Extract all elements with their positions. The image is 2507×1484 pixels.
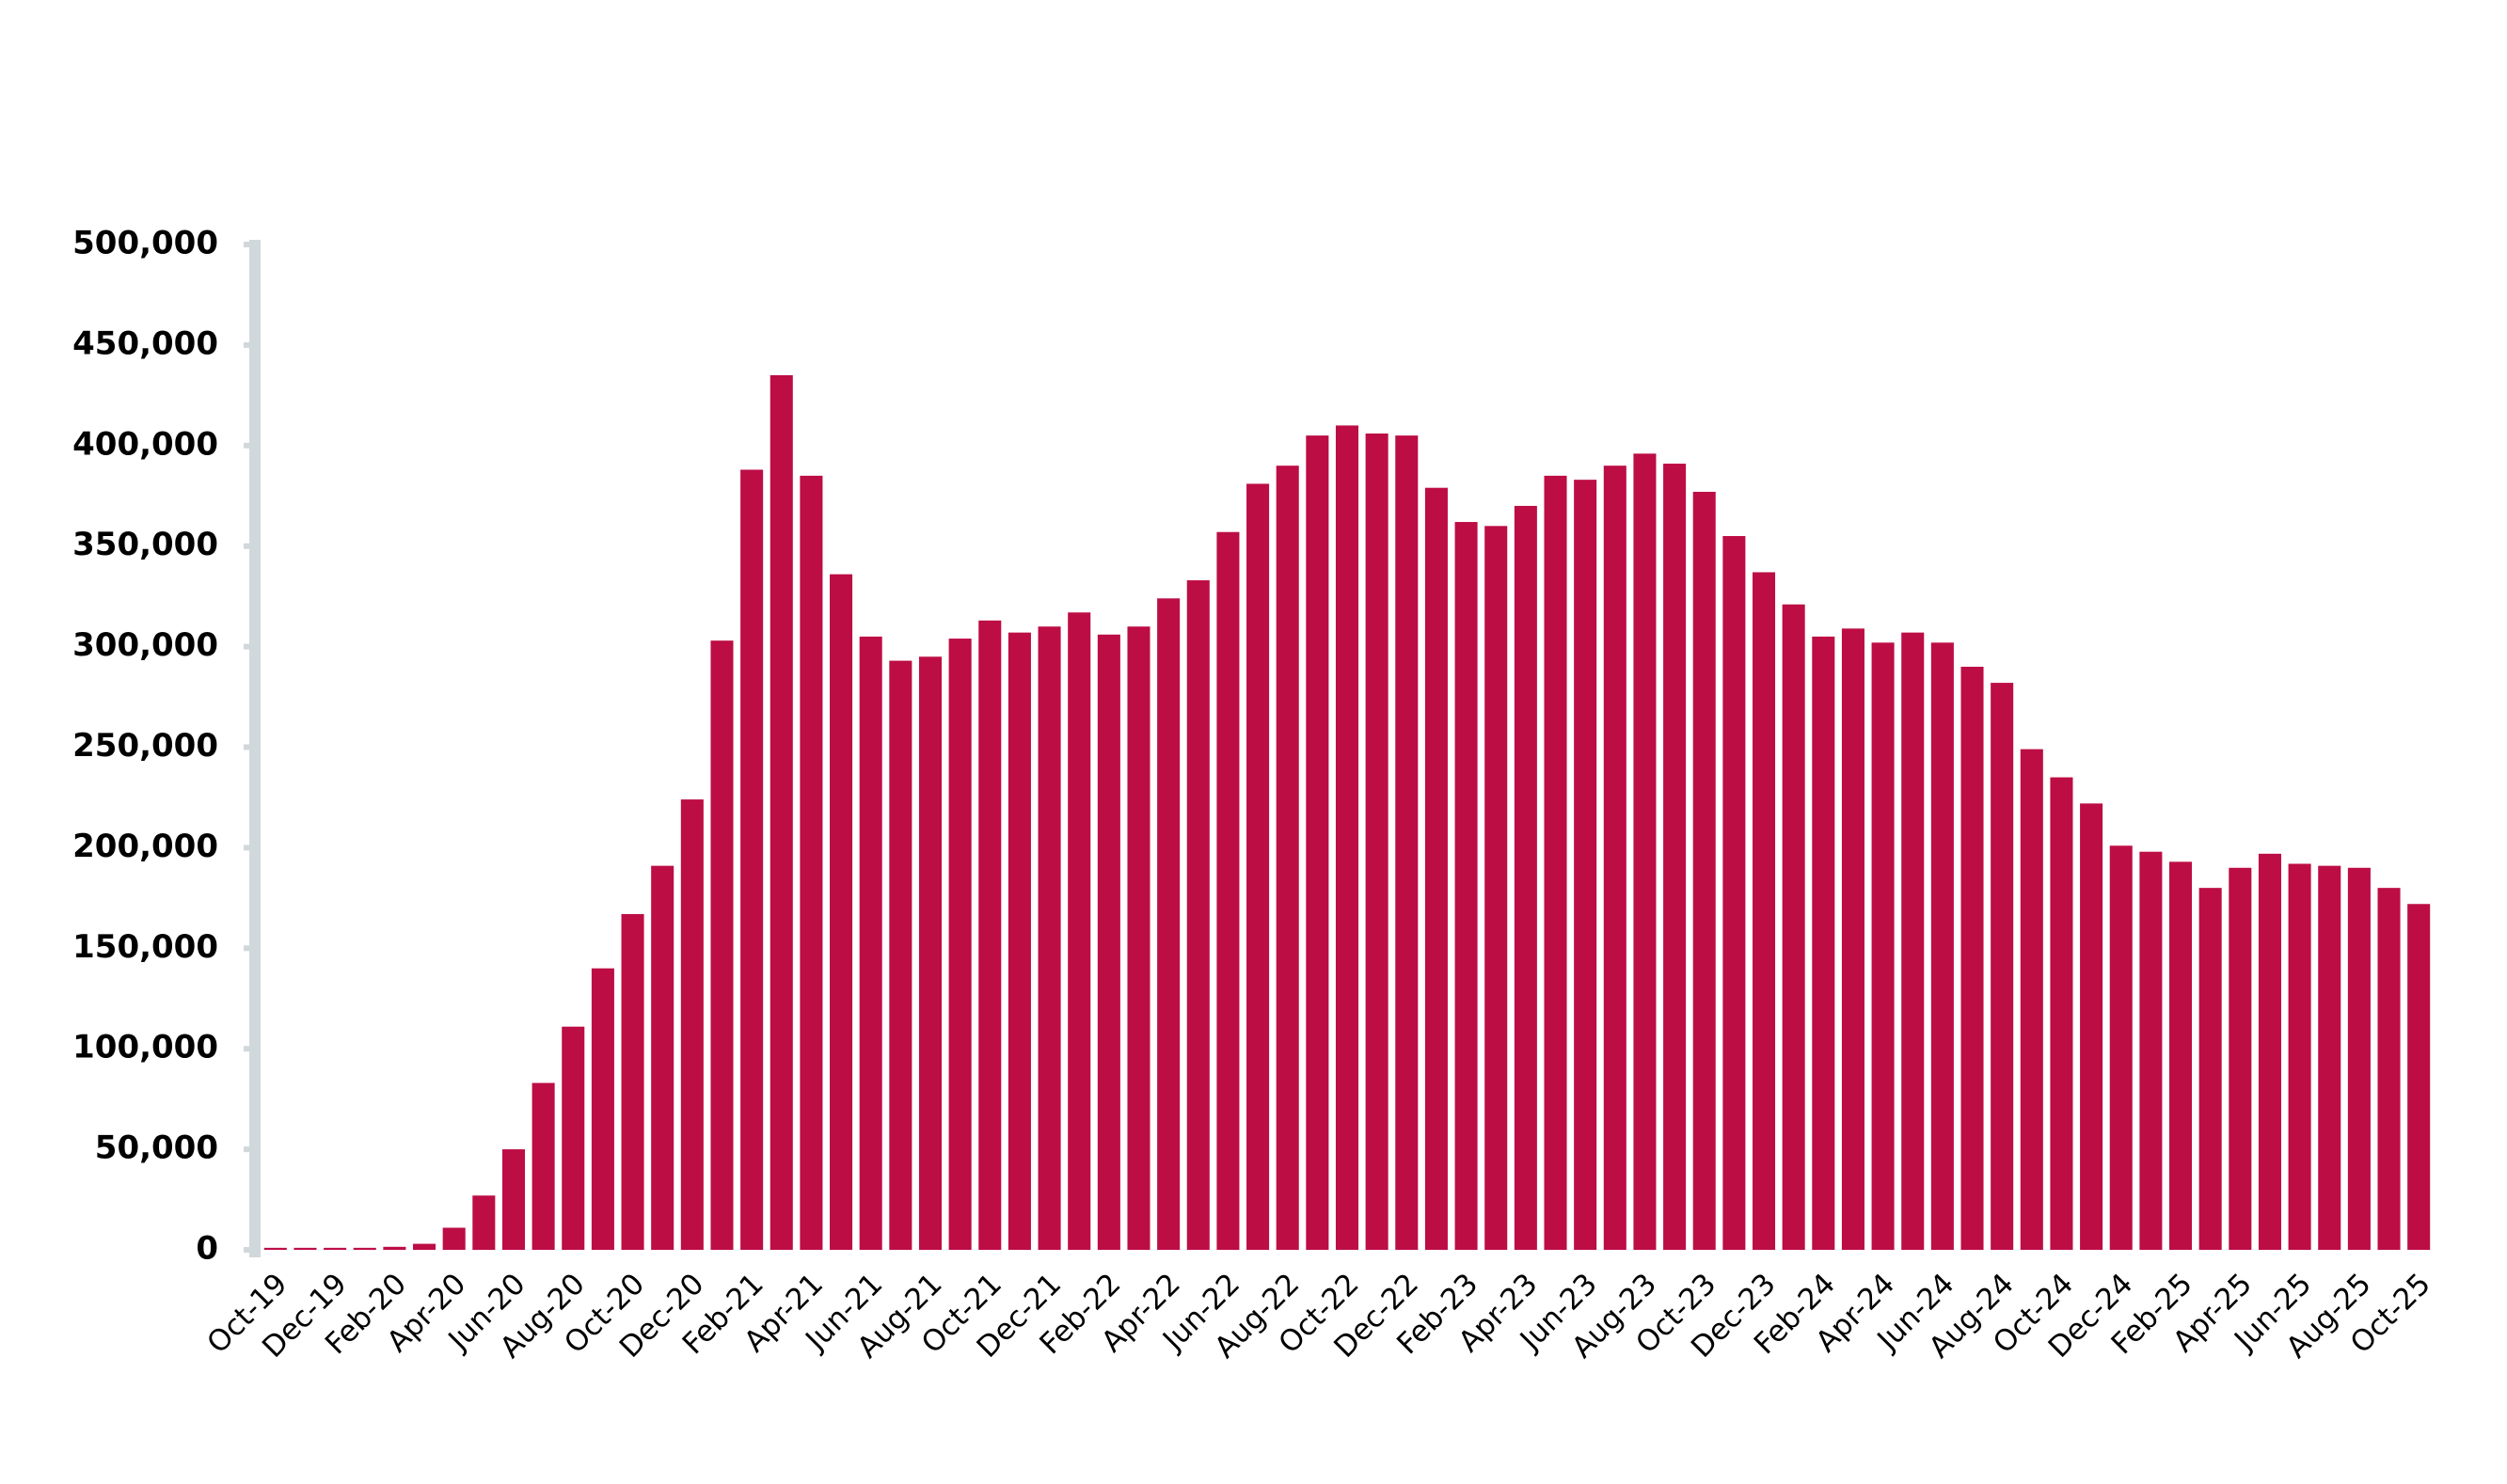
bar — [562, 1026, 585, 1250]
bar — [383, 1246, 406, 1250]
bar — [1544, 475, 1567, 1250]
bar — [2139, 851, 2163, 1250]
bar — [740, 469, 764, 1250]
bar — [2169, 861, 2193, 1250]
bar — [1186, 580, 1210, 1250]
y-tick-label: 400,000 — [72, 425, 218, 463]
bar — [2377, 888, 2401, 1250]
bar — [1157, 598, 1181, 1250]
bar — [621, 913, 644, 1250]
bar — [651, 865, 674, 1250]
bar — [978, 620, 1002, 1250]
bar — [2318, 865, 2341, 1250]
bar — [1276, 466, 1299, 1250]
bar — [1246, 483, 1270, 1250]
bar — [413, 1243, 436, 1250]
bar — [2020, 749, 2043, 1250]
bar — [2080, 803, 2103, 1250]
y-tick-label: 0 — [196, 1230, 218, 1268]
bar — [1008, 632, 1031, 1250]
y-tick-label: 300,000 — [72, 626, 218, 664]
bar — [1663, 464, 1687, 1250]
bar — [324, 1247, 347, 1250]
y-tick-label: 150,000 — [72, 928, 218, 966]
bar — [2050, 777, 2073, 1250]
bar — [532, 1082, 555, 1250]
bar — [918, 656, 943, 1250]
bar — [1633, 453, 1657, 1250]
bar — [2288, 863, 2311, 1250]
bar — [770, 374, 793, 1251]
bar — [889, 660, 912, 1250]
bar — [800, 475, 823, 1250]
bar — [680, 799, 704, 1250]
bar — [1960, 666, 1984, 1250]
bar — [710, 640, 734, 1250]
bar — [1812, 636, 1835, 1250]
bar — [2198, 888, 2222, 1250]
bar — [1306, 435, 1329, 1250]
bar — [1424, 487, 1448, 1250]
bar — [2347, 867, 2371, 1250]
bar — [1335, 425, 1359, 1250]
bar — [948, 639, 972, 1250]
bar — [1127, 626, 1150, 1250]
bar — [1395, 435, 1419, 1250]
bar — [830, 574, 853, 1250]
bar — [859, 636, 882, 1250]
bar — [442, 1227, 466, 1250]
y-tick-label: 200,000 — [72, 828, 218, 865]
bar — [1068, 612, 1091, 1250]
bar — [591, 968, 614, 1250]
bar — [472, 1195, 496, 1250]
bar — [1603, 466, 1626, 1250]
bar — [294, 1247, 317, 1250]
bar — [1841, 628, 1864, 1250]
bar — [1484, 526, 1508, 1250]
bar — [1097, 634, 1120, 1250]
bar — [1752, 572, 1776, 1250]
bar — [1991, 683, 2014, 1250]
bar — [1454, 522, 1478, 1250]
bar — [1871, 642, 1895, 1250]
y-tick-label: 250,000 — [72, 727, 218, 765]
bar — [1930, 642, 1954, 1250]
bar — [2407, 904, 2431, 1250]
bar — [1514, 505, 1537, 1250]
y-tick-label: 450,000 — [72, 324, 218, 362]
bar — [1038, 626, 1061, 1250]
y-tick-label: 350,000 — [72, 526, 218, 563]
bar — [2229, 867, 2252, 1250]
bar — [1574, 480, 1597, 1250]
y-tick-label: 500,000 — [72, 225, 218, 262]
bar — [1901, 632, 1925, 1250]
bar — [2258, 853, 2281, 1250]
bar — [2109, 845, 2133, 1250]
bar — [1365, 433, 1388, 1250]
bar — [1216, 531, 1240, 1250]
bar — [1782, 604, 1805, 1250]
bar — [501, 1149, 525, 1250]
bar — [1722, 536, 1746, 1250]
y-tick-label: 50,000 — [95, 1129, 218, 1167]
bar — [353, 1247, 376, 1250]
bar — [1692, 491, 1716, 1250]
y-tick-label: 100,000 — [72, 1029, 218, 1066]
bar — [263, 1247, 287, 1250]
